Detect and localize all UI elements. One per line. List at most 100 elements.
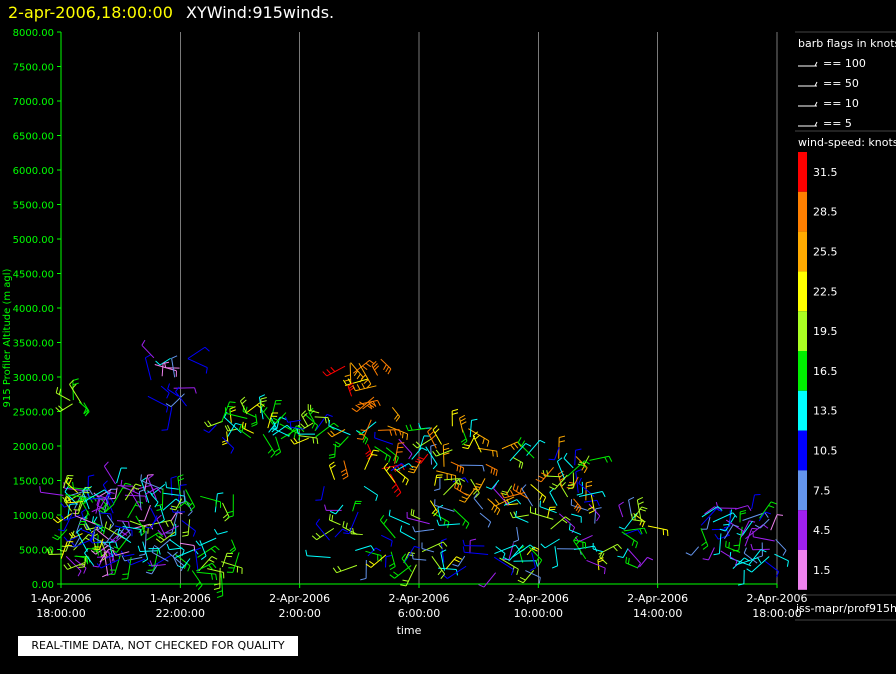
wind-barb-flag xyxy=(100,526,103,533)
wind-barb xyxy=(275,436,282,453)
wind-barb xyxy=(454,487,468,496)
wind-barb-flag xyxy=(240,396,246,402)
x-tick-label: 6:00:00 xyxy=(398,607,440,620)
wind-barb xyxy=(735,557,758,566)
wind-barb xyxy=(120,485,140,495)
wind-barb-flag xyxy=(525,442,532,447)
wind-barb xyxy=(331,429,346,438)
wind-barb-flag xyxy=(208,559,215,563)
wind-barb-flag xyxy=(60,514,65,521)
wind-barb xyxy=(231,539,237,550)
wind-barb-flag xyxy=(719,528,726,532)
speed-legend-swatch xyxy=(798,470,807,511)
wind-barb xyxy=(66,493,82,503)
speed-legend-label: 13.5 xyxy=(813,405,838,418)
wind-barb xyxy=(108,543,114,557)
wind-barb-flag xyxy=(155,538,162,543)
wind-barb-flag xyxy=(647,556,654,561)
wind-barb-flag xyxy=(601,491,606,498)
wind-barb-flag xyxy=(365,563,372,568)
wind-barb-flag xyxy=(443,452,450,456)
wind-barb-flag xyxy=(551,565,558,569)
wind-barb xyxy=(135,515,146,532)
wind-barb-flag xyxy=(121,531,128,536)
wind-barb-flag xyxy=(222,513,229,519)
speed-legend-label: 1.5 xyxy=(813,564,831,577)
wind-barb xyxy=(106,514,115,525)
wind-barb xyxy=(549,492,558,506)
wind-barb-flag xyxy=(149,560,153,567)
wind-barb-flag xyxy=(565,516,571,521)
wind-barb xyxy=(153,547,159,571)
wind-barb-flag xyxy=(421,447,428,451)
wind-barb xyxy=(336,564,358,574)
wind-barb xyxy=(364,449,374,470)
wind-barb-flag xyxy=(194,387,197,394)
wind-barb xyxy=(573,545,595,550)
wind-barb-flag xyxy=(156,514,162,520)
wind-barb-flag xyxy=(402,579,409,582)
wind-barb-flag xyxy=(452,412,459,415)
y-tick-label: 3500.00 xyxy=(13,339,54,350)
wind-barb xyxy=(628,499,633,517)
wind-barb-flag xyxy=(122,573,129,576)
wind-barb xyxy=(573,539,586,544)
wind-barb xyxy=(255,414,258,425)
wind-barb xyxy=(753,536,775,542)
wind-barb xyxy=(328,425,351,436)
wind-barb-flag xyxy=(169,508,176,511)
wind-barb-flag xyxy=(510,569,514,576)
wind-barb xyxy=(220,573,224,596)
wind-barb-flag xyxy=(637,501,644,505)
wind-barb xyxy=(117,485,133,487)
wind-barb-flag xyxy=(332,567,338,573)
wind-barb xyxy=(166,487,179,490)
wind-barb xyxy=(124,483,136,501)
wind-barb xyxy=(117,533,132,544)
wind-barb-flag xyxy=(641,506,648,510)
y-tick-label: 2000.00 xyxy=(13,442,54,453)
wind-barb-flag xyxy=(440,573,445,580)
wind-barb-flag xyxy=(551,483,558,487)
barb-legend-label: == 50 xyxy=(823,77,859,90)
wind-barb xyxy=(103,465,116,485)
wind-barb-flag xyxy=(575,539,581,545)
wind-barb-flag xyxy=(340,468,347,473)
wind-barb-flag xyxy=(473,493,478,499)
wind-barb xyxy=(74,515,96,525)
wind-barb-flag xyxy=(353,370,359,377)
wind-barb-flag xyxy=(166,392,170,399)
wind-barb xyxy=(530,484,546,498)
wind-barb xyxy=(407,517,430,525)
wind-barb xyxy=(759,501,772,519)
wind-barb xyxy=(171,358,176,378)
wind-barb-flag xyxy=(427,427,433,433)
wind-barb xyxy=(56,392,71,401)
wind-barb xyxy=(123,553,135,557)
wind-barb-flag xyxy=(331,515,334,522)
wind-barb-flag xyxy=(520,462,524,469)
wind-barb-flag xyxy=(344,374,351,378)
wind-barb xyxy=(743,552,758,564)
wind-barb-flag xyxy=(538,559,543,566)
wind-barb xyxy=(167,388,179,397)
wind-barb xyxy=(116,528,125,540)
wind-barb-flag xyxy=(608,456,613,462)
wind-barb-flag xyxy=(462,539,465,546)
wind-barb-flag xyxy=(347,382,354,387)
wind-barb xyxy=(421,541,444,553)
wind-barb xyxy=(589,455,610,461)
wind-barb xyxy=(438,567,457,570)
wind-barb-flag xyxy=(300,423,306,429)
wind-barb-flag xyxy=(296,425,303,429)
wind-barb-flag xyxy=(314,425,319,432)
wind-barb-flag xyxy=(583,467,588,474)
wind-barb-flag xyxy=(612,546,618,552)
wind-barb-flag xyxy=(574,503,579,510)
wind-barb-flag xyxy=(208,564,213,570)
wind-barb-flag xyxy=(102,480,108,486)
wind-barb xyxy=(503,499,518,506)
wind-barb xyxy=(566,460,585,477)
wind-barb-flag xyxy=(438,543,443,549)
wind-barb-flag xyxy=(193,545,196,552)
